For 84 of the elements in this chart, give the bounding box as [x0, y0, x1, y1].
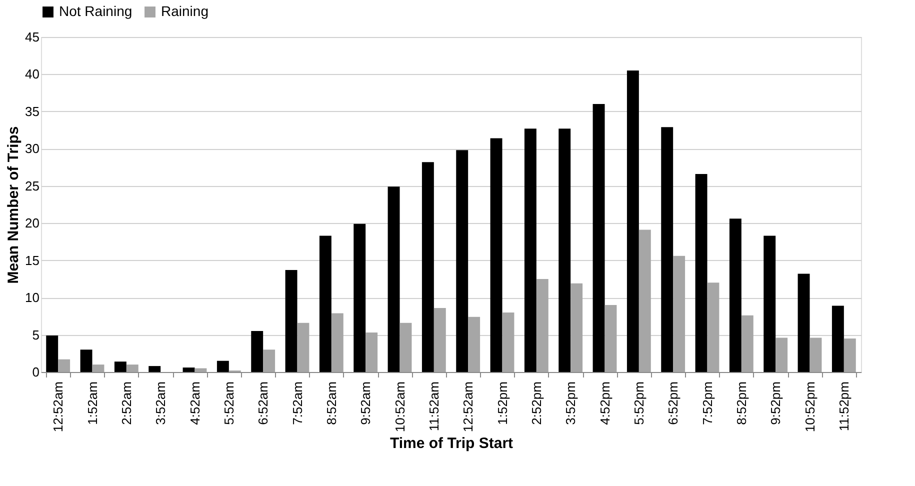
bar: [58, 359, 70, 372]
bar: [604, 305, 617, 372]
y-tick-label: 15: [25, 252, 40, 268]
y-axis-title: Mean Number of Trips: [5, 126, 22, 284]
x-tick-label: 11:52pm: [836, 382, 852, 432]
x-tick-label: 6:52am: [256, 382, 271, 425]
bar: [148, 366, 161, 372]
bar: [434, 308, 446, 372]
x-tick-label: 12:52am: [50, 382, 66, 432]
bar: [263, 350, 276, 372]
y-tick-label: 10: [25, 290, 40, 306]
x-tick-label: 10:52am: [392, 382, 408, 432]
y-tick-label: 45: [25, 30, 40, 44]
x-tick-label: 6:52pm: [666, 382, 681, 425]
x-tick-label: 4:52am: [187, 382, 202, 425]
bar: [524, 128, 536, 372]
x-tick-label: 4:52pm: [597, 382, 612, 425]
bar: [92, 364, 104, 372]
y-tick-label: 20: [25, 216, 40, 231]
x-tick-label: 2:52pm: [528, 382, 544, 425]
bar: [297, 322, 310, 372]
bar: [707, 282, 720, 372]
x-tick-label: 8:52pm: [734, 382, 749, 425]
x-tick-label: 10:52pm: [802, 382, 818, 432]
bar: [810, 338, 822, 372]
x-tick-label: 1:52pm: [494, 382, 510, 425]
y-tick-label: 0: [32, 364, 40, 380]
bar: [400, 322, 412, 372]
bar: [776, 338, 788, 372]
bar: [126, 364, 138, 372]
x-tick-label: 8:52am: [324, 382, 339, 425]
bar: [798, 274, 810, 372]
bar: [46, 336, 58, 372]
bar: [490, 138, 502, 372]
x-tick-label: 5:52am: [221, 382, 236, 425]
bar: [331, 313, 344, 372]
bar: [216, 360, 229, 372]
legend-label: Not Raining: [59, 3, 132, 19]
y-tick-label: 35: [25, 104, 40, 119]
y-tick-label: 25: [25, 178, 40, 194]
x-tick-label: 9:52am: [358, 382, 374, 425]
bar: [661, 127, 674, 372]
y-tick-label: 5: [32, 327, 40, 342]
bar: [626, 70, 639, 372]
x-tick-label: 1:52am: [84, 382, 100, 425]
x-tick-label: 7:52pm: [700, 382, 715, 425]
bar: [366, 332, 378, 372]
x-tick-label: 3:52am: [153, 382, 168, 425]
bar: [638, 230, 651, 372]
bar: [422, 162, 434, 372]
bar: [695, 174, 708, 372]
x-tick-label: 9:52pm: [768, 382, 784, 425]
bar: [354, 224, 366, 372]
x-tick-label: 12:52am: [460, 382, 476, 432]
bar: [285, 270, 298, 372]
bar: [468, 316, 480, 372]
x-tick-label: 5:52pm: [631, 382, 646, 425]
bar: [570, 283, 583, 372]
bar: [251, 331, 264, 372]
bar: [194, 368, 207, 372]
bar: [832, 306, 844, 372]
x-tick-label: 2:52am: [118, 382, 134, 425]
bar: [764, 236, 776, 372]
x-tick-label: 7:52am: [290, 382, 305, 425]
bar: [80, 350, 92, 372]
y-tick-label: 30: [25, 141, 40, 156]
bar: [388, 186, 400, 372]
bar: [729, 218, 742, 372]
bar: [592, 104, 605, 372]
bar: [558, 128, 571, 372]
bar: [673, 256, 686, 372]
x-tick-label: 11:52am: [426, 382, 442, 432]
bar: [741, 315, 754, 372]
bar: [456, 150, 468, 372]
bar: [502, 312, 514, 372]
bar: [844, 338, 856, 372]
bar: [182, 368, 195, 372]
bar: [536, 278, 548, 372]
bar: [114, 362, 126, 372]
x-tick-label: 3:52pm: [563, 382, 578, 425]
x-axis-title: Time of Trip Start: [390, 435, 514, 452]
legend-label: Raining: [161, 3, 208, 19]
bar: [319, 236, 332, 372]
y-tick-label: 40: [25, 66, 40, 82]
